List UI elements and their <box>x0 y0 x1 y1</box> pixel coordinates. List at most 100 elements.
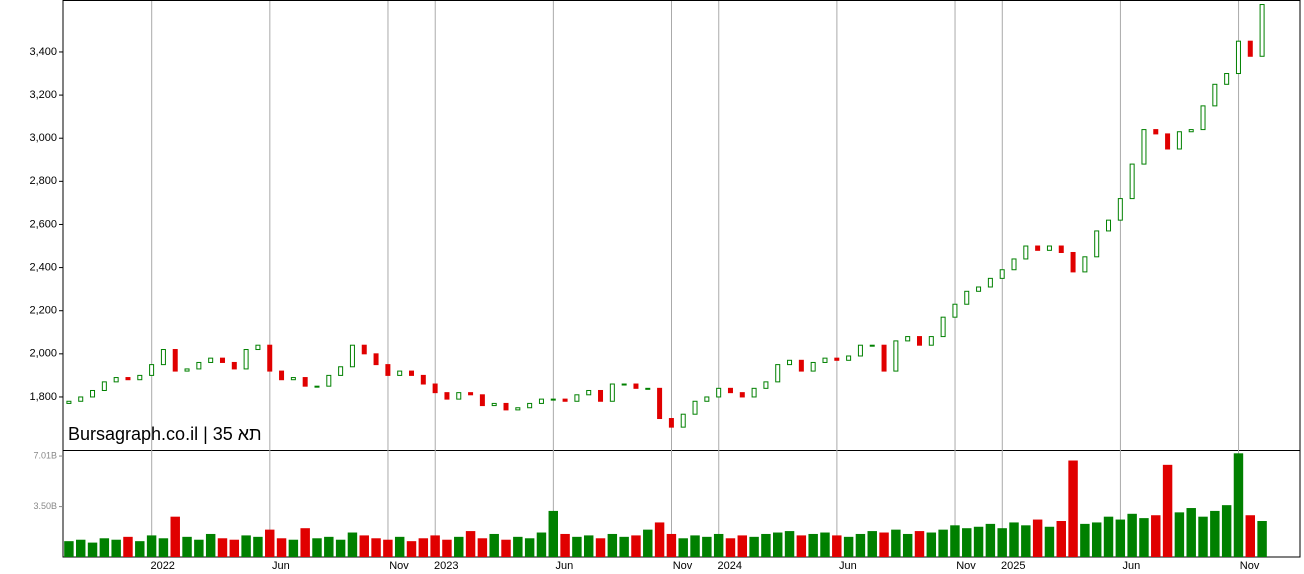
candle-body <box>231 361 237 370</box>
volume-bar <box>713 533 724 557</box>
volume-bar <box>820 532 830 557</box>
volume-bar <box>1186 508 1196 557</box>
volume-bar <box>454 536 464 557</box>
volume-bar <box>879 532 889 557</box>
volume-bar <box>87 542 98 557</box>
candle-body <box>125 377 131 381</box>
x-tick-label: Jun <box>1123 560 1141 572</box>
volume-bar <box>643 529 653 557</box>
volume-bar <box>1139 518 1149 557</box>
volume-bar <box>914 531 925 557</box>
candle-body <box>172 349 178 372</box>
volume-bar <box>194 539 204 557</box>
volume-bar <box>64 541 74 557</box>
volume-bar <box>796 535 807 557</box>
y-tick-label: 3,400 <box>29 46 57 58</box>
volume-bar <box>749 536 759 557</box>
volume-bar <box>182 536 192 557</box>
candle-body <box>976 286 982 292</box>
candle-body <box>1082 256 1088 273</box>
volume-bar <box>1115 519 1126 557</box>
volume-bar <box>761 533 771 557</box>
volume-bar <box>335 539 346 557</box>
candle-body <box>857 344 863 357</box>
candle-body <box>1188 129 1194 133</box>
volume-bar <box>843 536 854 557</box>
volume-bar <box>773 532 783 557</box>
volume-bar <box>265 529 275 557</box>
volume-bar <box>725 538 736 557</box>
candle-body <box>1106 219 1112 232</box>
candle-body <box>893 340 899 372</box>
volume-bar <box>607 533 618 557</box>
volume-bar <box>430 535 440 557</box>
x-tick-label: 2025 <box>1001 560 1025 572</box>
volume-bar <box>1044 526 1055 557</box>
candle-body <box>716 387 722 398</box>
candle-body <box>1176 131 1182 150</box>
volume-bar <box>926 532 937 557</box>
volume-bar <box>1068 460 1078 557</box>
volume-bar <box>666 533 677 557</box>
candle-body <box>751 387 757 398</box>
volume-bar <box>217 538 228 557</box>
volume-bar <box>1009 522 1019 557</box>
volume-bar <box>1103 516 1114 557</box>
candle-body <box>1070 251 1076 273</box>
candle-body <box>137 374 143 381</box>
volume-bar <box>1056 520 1066 557</box>
candle-body <box>397 370 403 376</box>
y-tick-label: 3,000 <box>29 132 57 144</box>
volume-bar <box>300 528 310 557</box>
candle-body <box>90 389 96 398</box>
volume-bar <box>394 536 405 557</box>
candle-body <box>1035 245 1041 251</box>
volume-bar <box>111 539 121 557</box>
candle-body <box>491 402 497 407</box>
volume-bar <box>501 539 511 557</box>
candle-body <box>928 336 934 346</box>
candle-body <box>420 374 426 385</box>
candle-body <box>1094 230 1100 258</box>
candle-body <box>1224 73 1230 85</box>
candle-body <box>869 344 875 347</box>
candle-body <box>409 370 415 376</box>
x-tick-label: 2022 <box>150 560 174 572</box>
candle-body <box>113 377 119 383</box>
volume-bar <box>465 531 476 557</box>
volume-bar <box>1091 522 1102 557</box>
volume-bar <box>619 536 629 557</box>
volume-bar <box>902 533 913 557</box>
candle-body <box>633 383 639 389</box>
candle-body <box>267 344 273 372</box>
x-tick-label: 2023 <box>434 560 458 572</box>
candle-body <box>1046 245 1052 251</box>
volume-bar <box>253 536 263 557</box>
candle-body <box>1259 4 1265 57</box>
volume-bar <box>158 538 169 557</box>
x-tick-label: Jun <box>839 560 857 572</box>
volume-bar <box>135 541 145 557</box>
x-tick-label: Jun <box>555 560 573 572</box>
candle-body <box>1153 129 1159 135</box>
candle-body <box>987 277 993 288</box>
candle-body <box>550 398 556 401</box>
x-tick-label: Nov <box>673 560 693 572</box>
y-tick-label: 2,200 <box>29 305 57 317</box>
candle-body <box>196 361 202 370</box>
volume-bar <box>347 532 358 557</box>
candle-body <box>503 402 509 411</box>
candle-body <box>609 383 615 402</box>
candle-body <box>586 389 592 396</box>
candle-body <box>338 366 344 376</box>
volume-bar <box>962 528 972 557</box>
volume-bar <box>1210 510 1220 557</box>
candle-body <box>1129 163 1135 200</box>
volume-bar <box>477 538 488 557</box>
candle-body <box>515 407 521 411</box>
candle-body <box>66 400 72 404</box>
candle-body <box>255 344 261 351</box>
volume-bar <box>536 532 547 557</box>
volume-bar <box>406 541 417 557</box>
